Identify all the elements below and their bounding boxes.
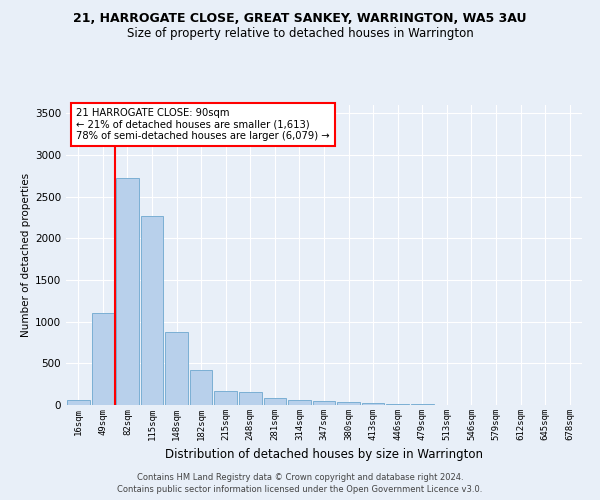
Text: Size of property relative to detached houses in Warrington: Size of property relative to detached ho… — [127, 28, 473, 40]
Bar — [362, 402, 385, 405]
Bar — [92, 314, 114, 405]
Bar — [263, 398, 286, 405]
Text: 21 HARROGATE CLOSE: 90sqm
← 21% of detached houses are smaller (1,613)
78% of se: 21 HARROGATE CLOSE: 90sqm ← 21% of detac… — [76, 108, 330, 141]
Bar — [288, 400, 311, 405]
Bar — [411, 404, 434, 405]
Bar — [214, 391, 237, 405]
Bar — [67, 400, 89, 405]
Text: Contains public sector information licensed under the Open Government Licence v3: Contains public sector information licen… — [118, 485, 482, 494]
Bar — [313, 401, 335, 405]
Y-axis label: Number of detached properties: Number of detached properties — [21, 173, 31, 337]
Text: Contains HM Land Registry data © Crown copyright and database right 2024.: Contains HM Land Registry data © Crown c… — [137, 472, 463, 482]
Bar — [190, 370, 212, 405]
Bar — [140, 216, 163, 405]
Bar — [337, 402, 360, 405]
Bar — [386, 404, 409, 405]
Bar — [239, 392, 262, 405]
Text: 21, HARROGATE CLOSE, GREAT SANKEY, WARRINGTON, WA5 3AU: 21, HARROGATE CLOSE, GREAT SANKEY, WARRI… — [73, 12, 527, 26]
Bar — [116, 178, 139, 405]
Bar — [165, 332, 188, 405]
X-axis label: Distribution of detached houses by size in Warrington: Distribution of detached houses by size … — [165, 448, 483, 462]
